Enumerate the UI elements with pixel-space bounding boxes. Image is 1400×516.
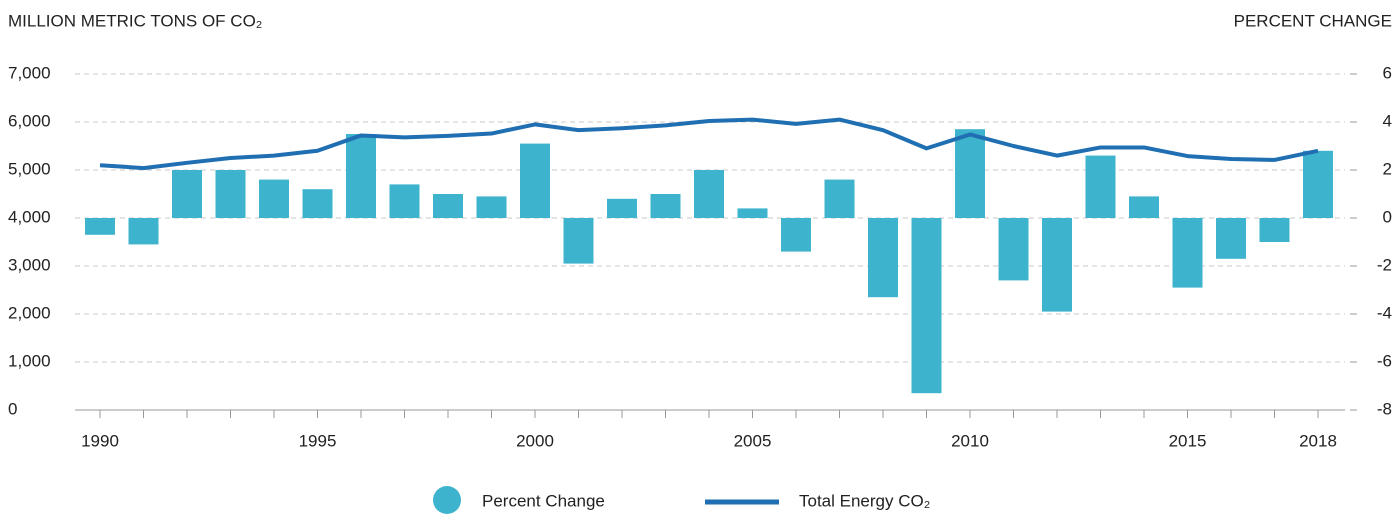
bar bbox=[694, 170, 724, 218]
bar bbox=[302, 189, 333, 218]
x-tick-label: 2015 bbox=[1169, 431, 1207, 450]
bar bbox=[824, 179, 855, 218]
legend-label: Total Energy CO₂ bbox=[799, 491, 930, 510]
bar bbox=[128, 218, 159, 245]
bar bbox=[868, 218, 898, 298]
y-tick-label: 2,000 bbox=[8, 303, 51, 322]
y2-tick-label: -6 bbox=[1377, 351, 1392, 370]
bar bbox=[259, 179, 289, 218]
y-tick-label: 1,000 bbox=[8, 351, 51, 370]
y2-tick-label: 2 bbox=[1383, 159, 1392, 178]
y2-tick-label: 6 bbox=[1383, 63, 1392, 82]
bar bbox=[172, 170, 202, 218]
y-axis-label: MILLION METRIC TONS OF CO₂ bbox=[8, 11, 262, 30]
bar bbox=[998, 218, 1029, 281]
y-tick-label: 7,000 bbox=[8, 63, 51, 82]
bar bbox=[476, 196, 507, 218]
bar bbox=[1085, 155, 1116, 218]
y2-tick-label: -8 bbox=[1377, 399, 1392, 418]
y2-tick-label: 0 bbox=[1383, 207, 1392, 226]
y-tick-label: 6,000 bbox=[8, 111, 51, 130]
y2-axis-label: PERCENT CHANGE bbox=[1234, 11, 1392, 30]
bar bbox=[1042, 218, 1072, 312]
bar bbox=[781, 218, 811, 252]
legend-label: Percent Change bbox=[482, 491, 605, 510]
y2-tick-label: -4 bbox=[1377, 303, 1392, 322]
bar bbox=[433, 194, 463, 218]
bar bbox=[520, 143, 550, 218]
y2-tick-label: 4 bbox=[1383, 111, 1392, 130]
bar bbox=[389, 184, 420, 218]
x-tick-label: 2010 bbox=[951, 431, 989, 450]
bar bbox=[1216, 218, 1246, 259]
x-tick-label: 2018 bbox=[1299, 431, 1337, 450]
bar bbox=[607, 198, 637, 218]
line bbox=[99, 117, 1319, 171]
bar bbox=[85, 218, 115, 235]
bar bbox=[1259, 218, 1290, 242]
x-tick-label: 1995 bbox=[299, 431, 337, 450]
x-tick-label: 2000 bbox=[516, 431, 554, 450]
bar bbox=[650, 194, 681, 218]
y-tick-label: 5,000 bbox=[8, 159, 51, 178]
y2-tick-label: -2 bbox=[1377, 255, 1392, 274]
legend-marker bbox=[433, 486, 461, 514]
y-tick-label: 0 bbox=[8, 399, 17, 418]
bar bbox=[563, 218, 594, 264]
bar bbox=[737, 208, 768, 218]
bar bbox=[1303, 150, 1333, 218]
bar bbox=[911, 218, 942, 394]
x-tick-label: 1990 bbox=[81, 431, 119, 450]
bar bbox=[1129, 196, 1159, 218]
bar bbox=[1172, 218, 1203, 288]
bar bbox=[955, 129, 985, 218]
y-tick-label: 4,000 bbox=[8, 207, 51, 226]
bar bbox=[346, 134, 376, 218]
x-tick-label: 2005 bbox=[734, 431, 772, 450]
bar bbox=[215, 170, 246, 218]
y-tick-label: 3,000 bbox=[8, 255, 51, 274]
